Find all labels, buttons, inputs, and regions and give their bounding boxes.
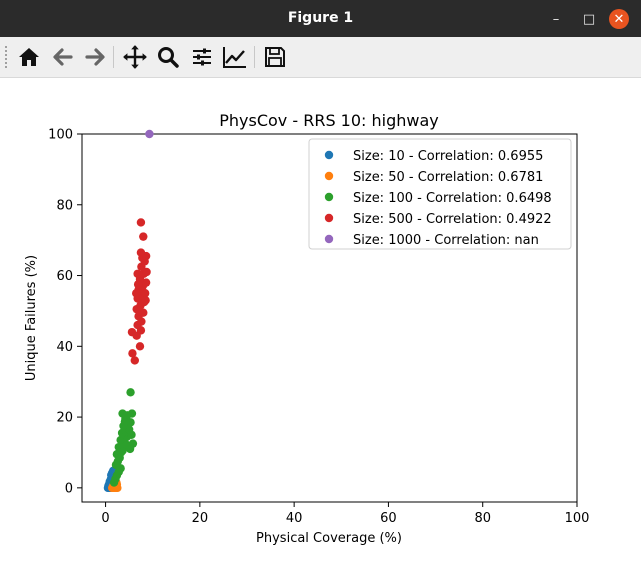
data-point	[145, 129, 154, 139]
window-title: Figure 1	[287, 10, 354, 26]
toolbar-grip[interactable]	[4, 45, 8, 69]
legend-marker	[324, 234, 334, 244]
data-point	[130, 356, 139, 365]
y-tick-label: 40	[56, 340, 73, 355]
x-axis: 0 20 40 60 80 100	[101, 502, 589, 526]
y-axis-label: Unique Failures (%)	[24, 255, 39, 381]
legend-marker	[324, 171, 334, 181]
data-point	[120, 417, 130, 426]
data-point	[127, 409, 137, 418]
data-point	[141, 296, 150, 305]
legend-marker	[324, 213, 334, 223]
y-tick-label: 100	[48, 128, 73, 143]
data-point	[136, 218, 146, 227]
scatter-chart: PhysCov - RRS 10: highway 0 20 40 60 80 100 0…	[24, 111, 589, 546]
data-point	[127, 430, 136, 439]
toolbar-separator	[113, 46, 114, 68]
back-arrow-icon	[53, 48, 73, 66]
pan-button[interactable]	[121, 43, 149, 71]
figure-canvas[interactable]: PhysCov - RRS 10: highway 0 20 40 60 80 100 0…	[0, 78, 641, 557]
legend-marker	[324, 192, 334, 202]
zoom-icon	[158, 47, 179, 68]
back-button[interactable]	[49, 43, 77, 71]
chart-title: PhysCov - RRS 10: highway	[219, 111, 439, 130]
x-tick-label: 100	[565, 511, 590, 526]
data-point	[140, 289, 150, 298]
x-tick-label: 80	[474, 511, 491, 526]
window-titlebar: Figure 1 – □ ✕	[0, 0, 641, 37]
series-4	[145, 129, 154, 139]
legend-marker	[324, 150, 334, 160]
x-axis-label: Physical Coverage (%)	[256, 531, 402, 546]
data-point	[133, 269, 142, 278]
data-point	[132, 289, 141, 298]
data-point	[139, 232, 148, 241]
data-point	[135, 342, 145, 351]
legend-label: Size: 10 - Correlation: 0.6955	[353, 149, 543, 164]
legend-box	[308, 138, 572, 250]
data-point	[125, 444, 135, 454]
data-point	[128, 349, 137, 358]
series-2	[109, 388, 138, 487]
x-tick-label: 0	[101, 511, 109, 526]
minimize-button[interactable]: –	[552, 11, 560, 27]
legend-label: Size: 1000 - Correlation: nan	[353, 233, 539, 248]
data-point	[136, 248, 146, 257]
legend-label: Size: 50 - Correlation: 0.6781	[353, 170, 543, 185]
save-icon	[265, 47, 285, 67]
home-icon	[19, 48, 39, 66]
y-tick-label: 60	[56, 269, 73, 284]
edit-axis-icon	[223, 47, 246, 68]
y-tick-label: 20	[56, 411, 73, 426]
home-button[interactable]	[15, 43, 43, 71]
edit-axis-button[interactable]	[221, 43, 249, 71]
data-point	[135, 306, 144, 316]
configure-subplots-button[interactable]	[188, 43, 216, 71]
configure-subplots-icon	[193, 48, 211, 66]
data-point	[142, 267, 151, 277]
x-tick-label: 20	[192, 511, 209, 526]
y-axis: 0 20 40 60 80 100	[48, 128, 82, 496]
zoom-button[interactable]	[154, 43, 182, 71]
legend-label: Size: 500 - Correlation: 0.4922	[353, 212, 552, 227]
close-button[interactable]: ✕	[609, 9, 629, 29]
forward-arrow-icon	[85, 48, 105, 66]
x-tick-label: 40	[286, 511, 303, 526]
forward-button[interactable]	[81, 43, 109, 71]
legend: Size: 10 - Correlation: 0.6955 Size: 50 -…	[308, 138, 572, 250]
y-tick-label: 0	[65, 481, 73, 496]
data-points	[103, 129, 154, 493]
maximize-button[interactable]: □	[582, 11, 596, 27]
data-point	[133, 280, 143, 289]
data-point	[126, 388, 135, 397]
series-3	[127, 218, 151, 365]
x-tick-label: 60	[380, 511, 397, 526]
legend-label: Size: 100 - Correlation: 0.6498	[353, 191, 552, 206]
data-point	[141, 278, 151, 287]
pan-icon	[123, 45, 147, 69]
plot-frame	[81, 133, 578, 503]
save-button[interactable]	[261, 43, 289, 71]
navigation-toolbar	[0, 37, 641, 78]
toolbar-separator	[254, 46, 255, 68]
y-tick-label: 80	[56, 198, 73, 213]
